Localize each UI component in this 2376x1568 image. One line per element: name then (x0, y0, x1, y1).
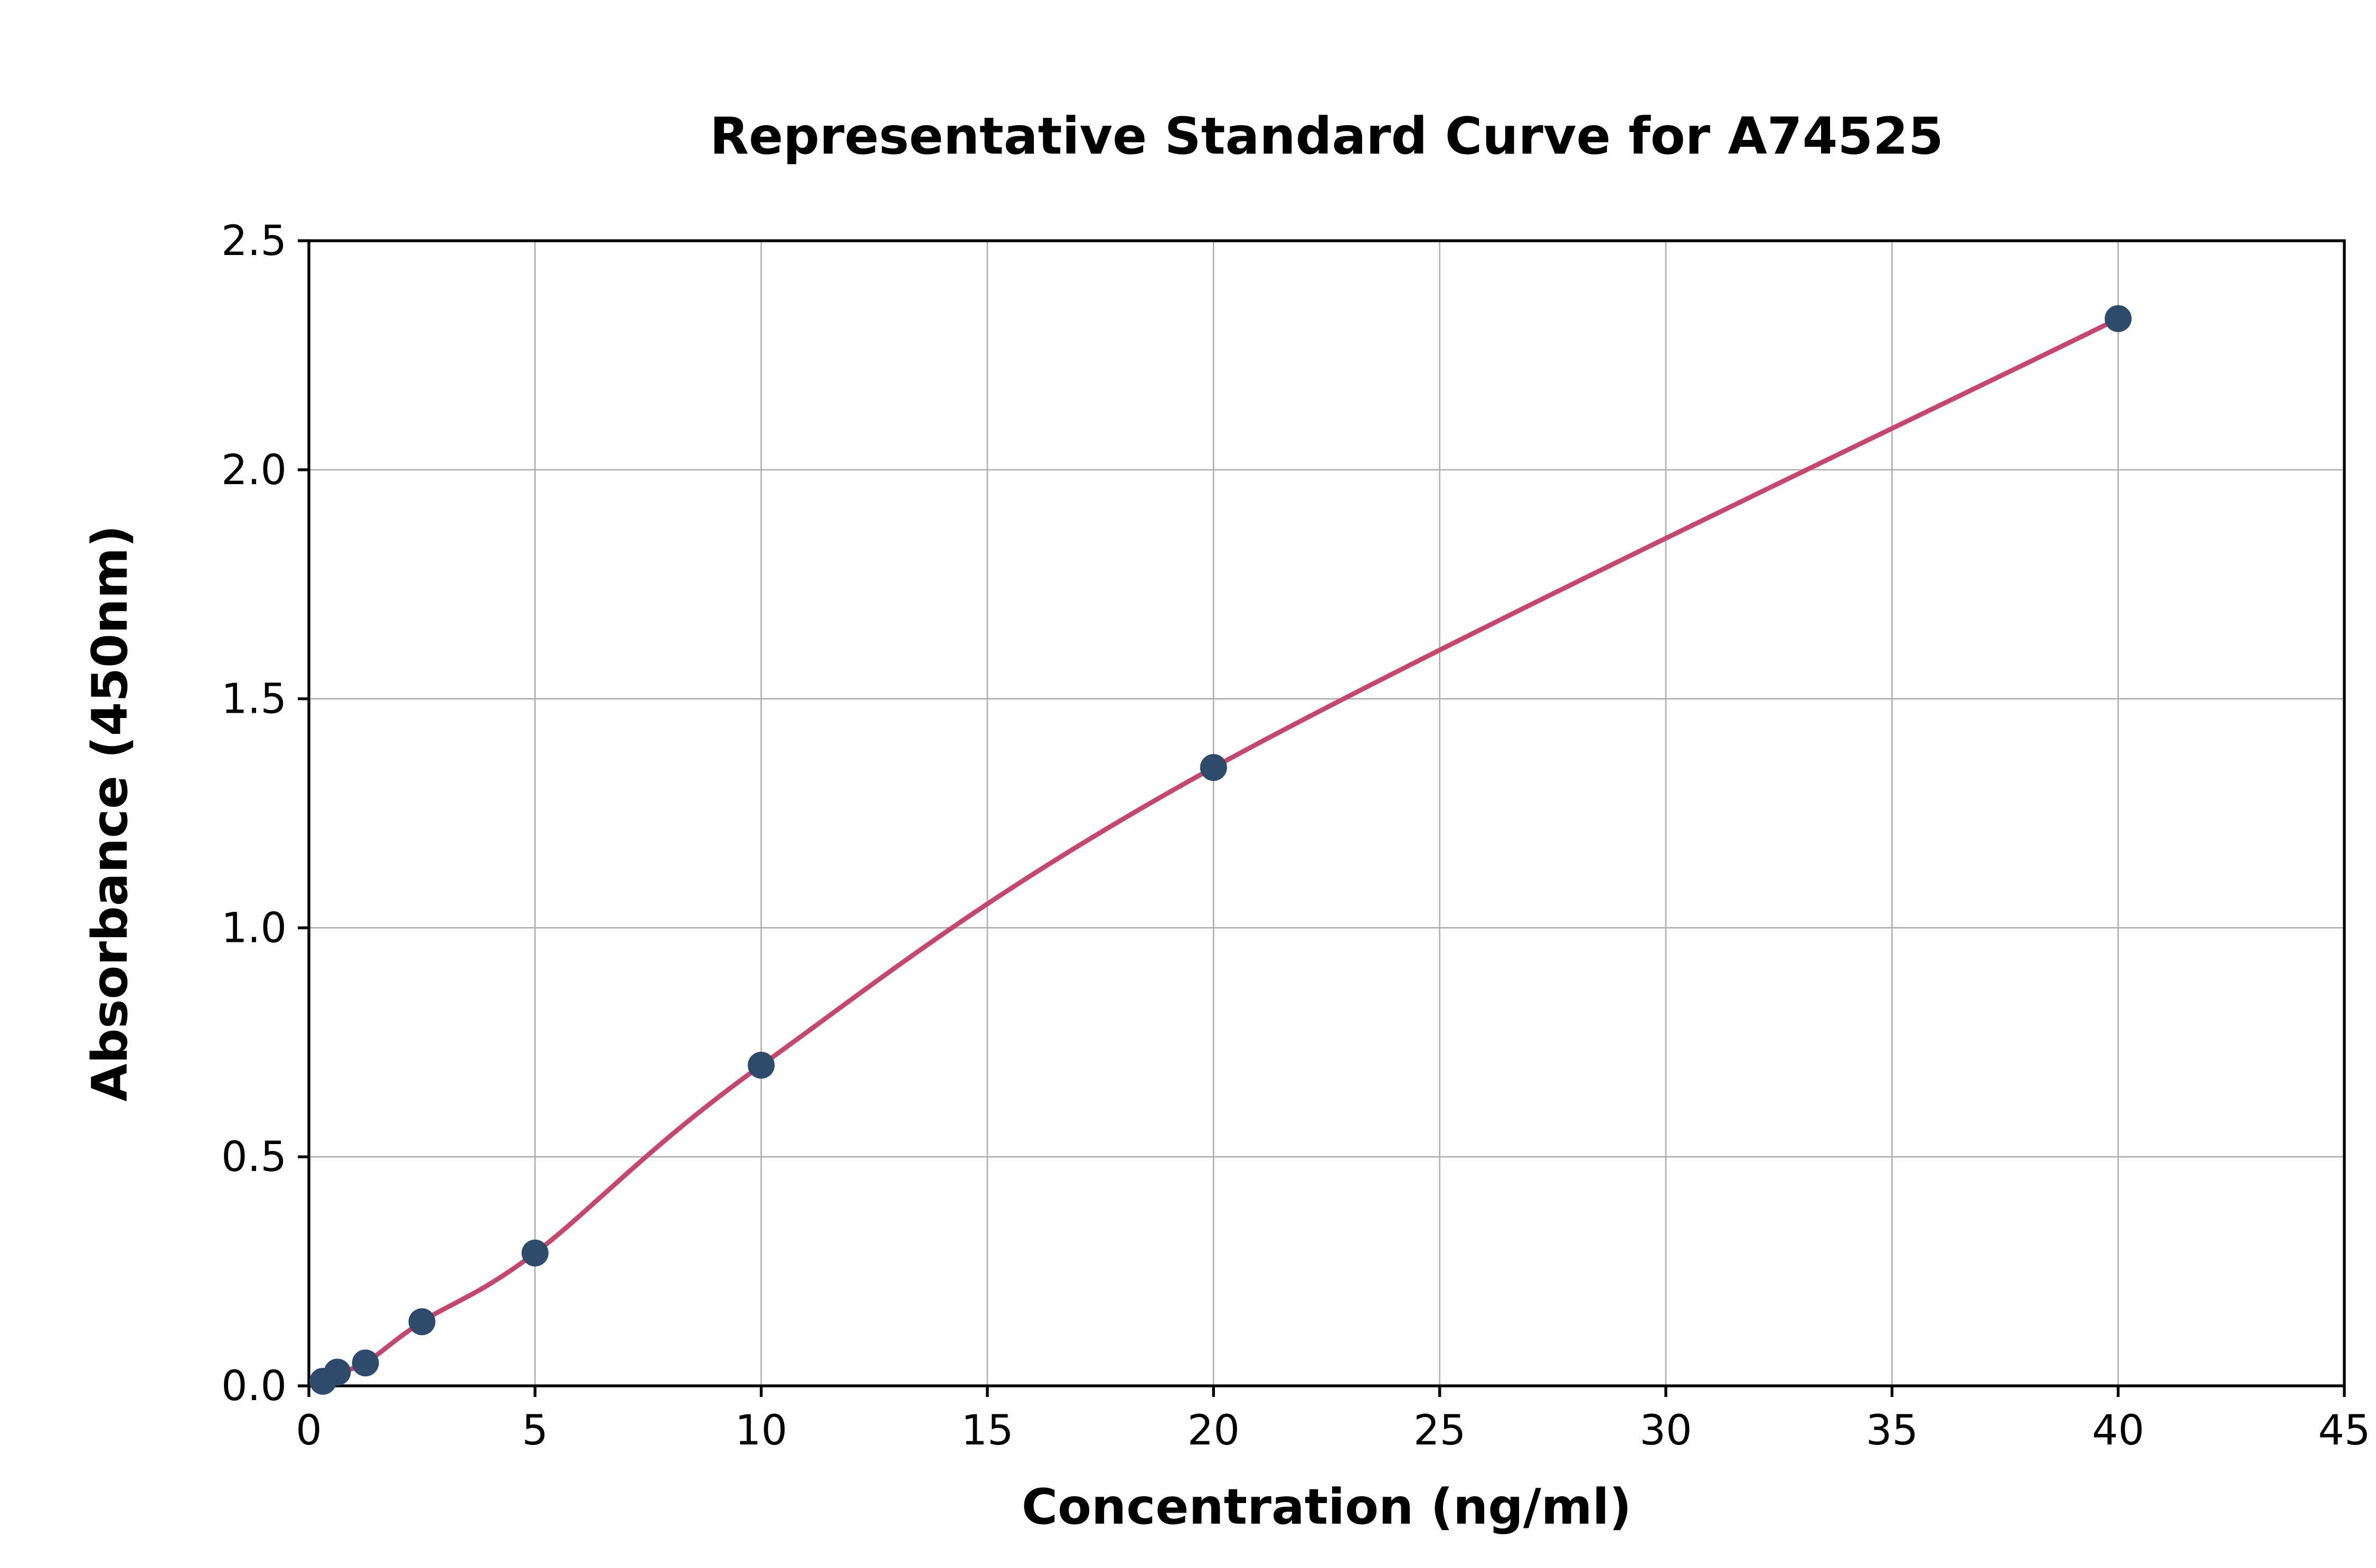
y-axis-label: Absorbance (450nm) (81, 525, 138, 1101)
x-tick-label: 10 (735, 1407, 787, 1454)
x-axis-label: Concentration (ng/ml) (1022, 1478, 1632, 1535)
x-tick-label: 0 (296, 1407, 322, 1454)
y-tick-label: 0.5 (221, 1134, 287, 1181)
y-tick-label: 1.5 (221, 676, 287, 723)
data-point (408, 1308, 436, 1336)
x-tick-label: 30 (1639, 1407, 1692, 1454)
standard-curve-line (320, 316, 2121, 1384)
y-tick-label: 2.0 (221, 447, 287, 494)
y-tick-label: 0.0 (221, 1363, 287, 1410)
data-point (352, 1349, 379, 1377)
x-tick-label: 40 (2092, 1407, 2144, 1454)
y-tick-label: 1.0 (221, 904, 287, 952)
x-tick-label: 15 (961, 1407, 1013, 1454)
chart-title: Representative Standard Curve for A74525 (710, 107, 1944, 166)
data-point (1200, 754, 1227, 781)
plot-frame (307, 239, 2346, 1387)
x-tick-label: 35 (1866, 1407, 1918, 1454)
y-tick-label: 2.5 (221, 218, 287, 265)
x-tick-label: 5 (522, 1407, 549, 1454)
data-point (2105, 305, 2132, 332)
x-tick-label: 25 (1413, 1407, 1466, 1454)
data-point (521, 1239, 549, 1267)
data-point (748, 1052, 775, 1079)
data-point (324, 1358, 351, 1386)
x-tick-label: 45 (2318, 1407, 2370, 1454)
x-tick-label: 20 (1187, 1407, 1240, 1454)
